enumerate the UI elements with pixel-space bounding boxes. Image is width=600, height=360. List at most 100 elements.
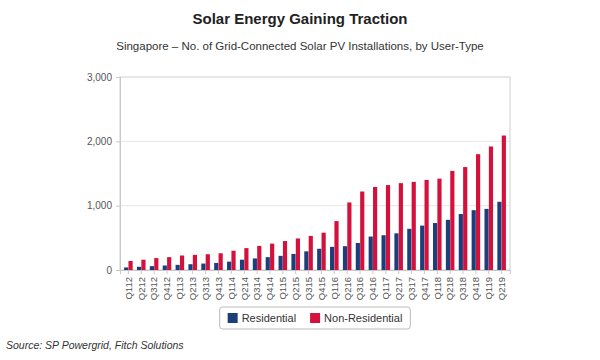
x-tick-mark (257, 270, 258, 274)
x-tick: Q417 (419, 270, 430, 300)
y-tick-label: 2,000 (87, 136, 112, 147)
bar (334, 221, 338, 270)
x-tick: Q114 (226, 270, 237, 300)
x-tick-label: Q418 (470, 277, 481, 300)
x-tick-mark (321, 270, 322, 274)
bar (141, 260, 145, 270)
x-tick: Q115 (277, 270, 288, 300)
bar (489, 146, 493, 270)
bar (472, 210, 476, 270)
y-tick-label: 3,000 (87, 72, 112, 83)
bar (154, 258, 158, 270)
x-tick-mark (218, 270, 219, 274)
x-tick-mark (501, 270, 502, 274)
x-tick-label: Q317 (406, 277, 417, 300)
x-tick: Q113 (174, 270, 185, 300)
bar (497, 202, 501, 270)
x-tick: Q317 (406, 270, 417, 300)
x-tick: Q116 (329, 270, 340, 300)
x-tick-label: Q213 (187, 277, 198, 300)
legend-item: Non-Residential (310, 312, 402, 324)
x-tick-mark (385, 270, 386, 274)
y-tick: 3,000 (87, 72, 120, 83)
y-tick: 0 (106, 265, 120, 276)
x-tick-label: Q212 (136, 277, 147, 300)
bars (124, 136, 506, 270)
bar (188, 264, 192, 270)
x-tick-label: Q217 (393, 277, 404, 300)
x-tick: Q313 (200, 270, 211, 300)
x-tick-mark (269, 270, 270, 274)
bar (369, 237, 373, 270)
bar (150, 266, 154, 270)
bar (450, 171, 454, 270)
x-tick-label: Q214 (239, 277, 250, 300)
x-tick-mark (166, 270, 167, 274)
bar (446, 220, 450, 270)
y-tick-mark (116, 141, 120, 142)
x-tick-mark (488, 270, 489, 274)
x-tick-label: Q412 (161, 277, 172, 300)
x-tick: Q314 (251, 270, 262, 300)
x-tick-label: Q219 (496, 277, 507, 300)
bar (330, 247, 334, 270)
bar (425, 180, 429, 270)
x-tick-label: Q313 (200, 277, 211, 300)
bar (219, 253, 223, 270)
series (124, 202, 501, 270)
legend: Residential Non-Residential (220, 307, 411, 329)
legend-label: Non-Residential (324, 312, 402, 324)
x-tick-label: Q115 (277, 277, 288, 300)
x-tick: Q213 (187, 270, 198, 300)
bar (296, 238, 300, 270)
x-tick: Q315 (303, 270, 314, 300)
bar (317, 249, 321, 270)
bar (279, 256, 283, 270)
subtitle: Singapore – No. of Grid-Connected Solar … (116, 40, 484, 52)
x-tick: Q416 (367, 270, 378, 300)
bar (382, 235, 386, 270)
x-tick: Q418 (470, 270, 481, 300)
x-tick: Q414 (264, 270, 275, 300)
y-tick: 1,000 (87, 200, 120, 211)
x-tick-mark (475, 270, 476, 274)
bar (459, 214, 463, 270)
x-tick-mark (244, 270, 245, 274)
x-tick-label: Q312 (148, 277, 159, 300)
x-tick-label: Q113 (174, 277, 185, 300)
x-tick-mark (205, 270, 206, 274)
x-tick-label: Q417 (419, 277, 430, 300)
bar (128, 261, 132, 270)
x-tick: Q219 (496, 270, 507, 300)
bar (193, 255, 197, 270)
x-tick: Q312 (148, 270, 159, 300)
x-tick: Q413 (213, 270, 224, 300)
x-tick-label: Q116 (329, 277, 340, 300)
x-tick-mark (411, 270, 412, 274)
x-tick-mark (192, 270, 193, 274)
y-tick-mark (116, 270, 120, 271)
bar (270, 244, 274, 270)
y-axis-line (116, 78, 121, 271)
x-tick-label: Q215 (290, 277, 301, 300)
bar (201, 264, 205, 270)
bar (420, 226, 424, 270)
x-tick-label: Q416 (367, 277, 378, 300)
x-tick-label: Q315 (303, 277, 314, 300)
bar (386, 185, 390, 270)
x-tick-label: Q316 (354, 277, 365, 300)
x-tick-mark (141, 270, 142, 274)
bar (476, 154, 480, 270)
x-tick: Q415 (316, 270, 327, 300)
grid-line (120, 141, 510, 142)
bar (502, 136, 506, 270)
x-tick-label: Q415 (316, 277, 327, 300)
x-tick-mark (450, 270, 451, 274)
legend-item: Residential (228, 312, 296, 324)
x-tick-mark (463, 270, 464, 274)
x-tick: Q118 (432, 270, 443, 300)
x-tick-label: Q413 (213, 277, 224, 300)
bar (167, 257, 171, 270)
bar (163, 265, 167, 270)
x-tick-label: Q114 (226, 277, 237, 300)
